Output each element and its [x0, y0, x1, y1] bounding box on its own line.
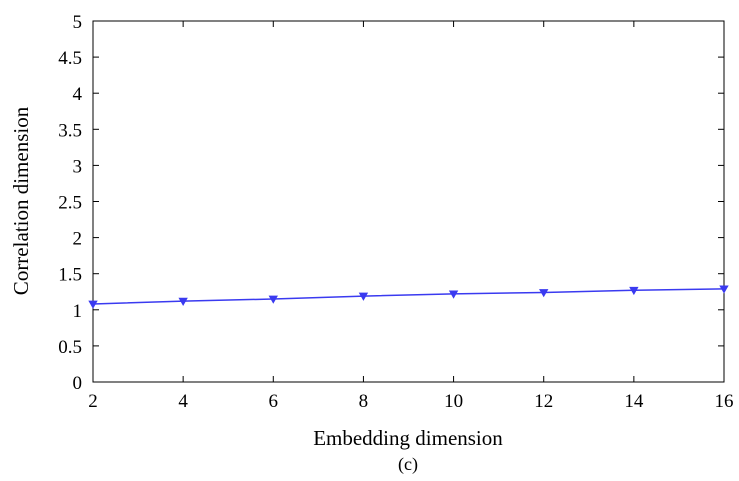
data-point [539, 289, 549, 298]
data-point [178, 297, 188, 306]
y-tick-label: 2.5 [58, 193, 82, 214]
x-tick-label: 10 [444, 391, 463, 412]
data-point [629, 286, 639, 296]
series-layer [88, 285, 729, 309]
x-tick-label: 14 [624, 391, 644, 412]
x-axis-label: Embedding dimension [313, 426, 503, 450]
panel-label: (c) [398, 454, 418, 475]
x-tick-label: 16 [715, 391, 734, 412]
data-point [719, 285, 729, 294]
y-tick-label: 5 [73, 12, 83, 33]
y-tick-label: 4.5 [58, 48, 82, 69]
x-tick-label: 12 [534, 391, 553, 412]
x-tick-label: 4 [178, 391, 188, 412]
y-tick-label: 4 [73, 84, 83, 105]
x-axis: 2 4 6 8 10 12 14 16 [88, 21, 734, 412]
y-tick-label: 2 [73, 229, 83, 250]
y-tick-label: 3.5 [58, 120, 82, 141]
x-tick-label: 2 [88, 391, 98, 412]
plot-area [92, 20, 725, 383]
y-tick-label: 1.5 [58, 265, 82, 286]
data-point [88, 300, 98, 309]
y-tick-label: 0 [73, 373, 83, 394]
x-tick-label: 8 [359, 391, 369, 412]
y-axis-label: Correlation dimension [9, 106, 33, 295]
series-line [92, 288, 725, 305]
y-tick-label: 0.5 [58, 337, 82, 358]
x-tick-label: 6 [269, 391, 279, 412]
y-tick-label: 3 [73, 156, 83, 177]
y-tick-label: 1 [73, 301, 83, 322]
data-point [358, 292, 369, 301]
data-point [448, 290, 459, 299]
y-axis: 0 0.5 1 1.5 2 2.5 3 3.5 4 4.5 5 [58, 12, 724, 394]
data-point [268, 295, 278, 304]
